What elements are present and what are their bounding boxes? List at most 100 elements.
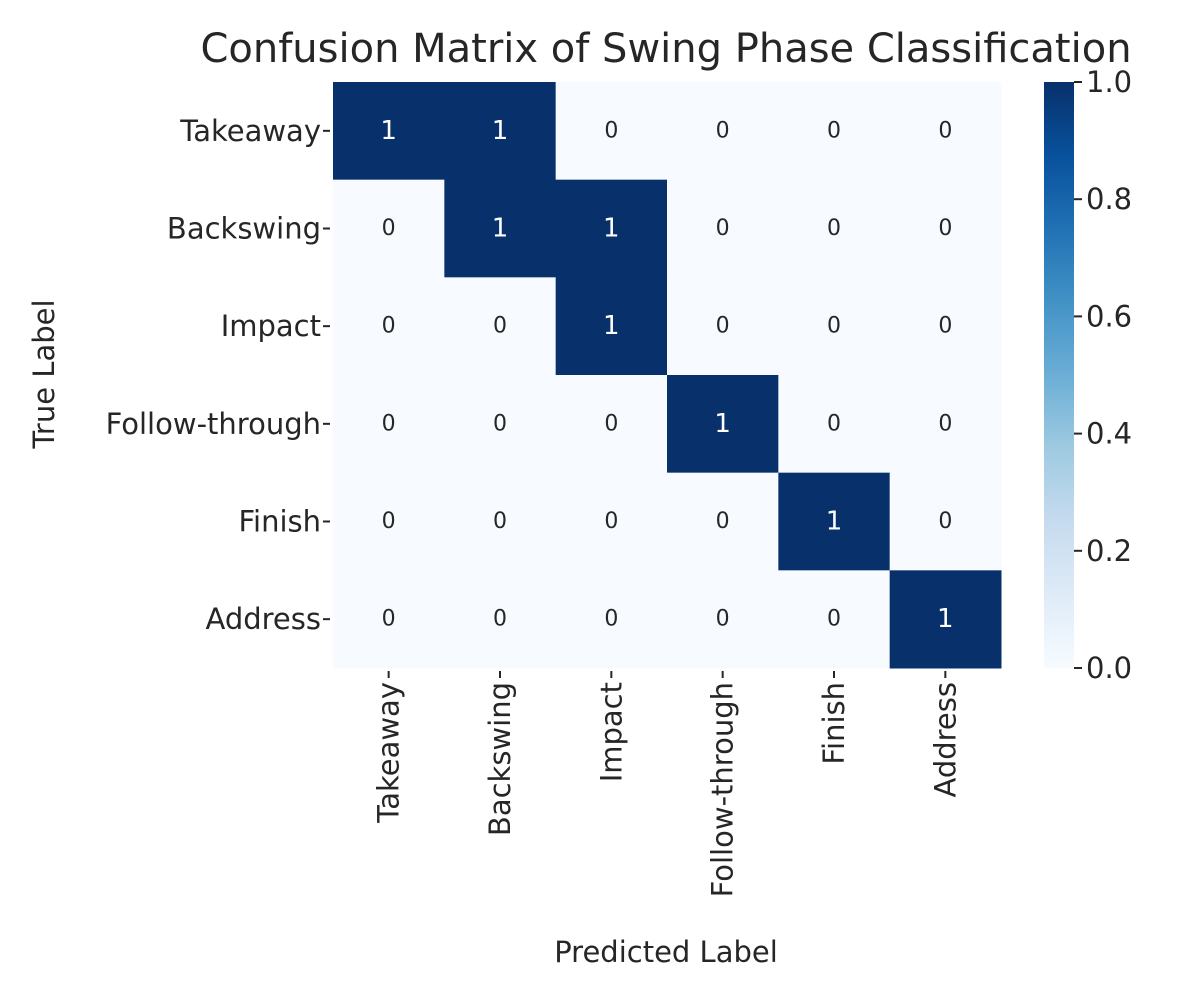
heatmap-cell	[667, 82, 779, 181]
cell-value-label: 0	[493, 314, 507, 339]
colorbar-tick-label: 0.0	[1086, 651, 1132, 685]
cell-value-label: 1	[603, 311, 620, 341]
heatmap-cell	[555, 472, 668, 571]
heatmap-cell	[778, 179, 891, 278]
cell-value-label: 1	[937, 604, 954, 634]
colorbar-tick-label: 0.4	[1086, 417, 1132, 451]
heatmap-cell	[889, 570, 1002, 669]
heatmap-cell	[667, 277, 779, 376]
cell-value-label: 0	[938, 314, 952, 339]
x-tick-label: Finish	[817, 682, 851, 765]
heatmap-cell	[333, 375, 445, 474]
y-tick-label: Finish	[238, 505, 321, 539]
cell-value-label: 1	[714, 409, 731, 439]
y-axis: Takeaway Backswing Impact Follow-through Fin…	[106, 114, 330, 636]
cell-value-label: 0	[827, 411, 841, 436]
cell-value-label: 1	[492, 214, 509, 244]
heatmap-cell	[889, 82, 1002, 181]
heatmap-cell	[444, 277, 557, 376]
heatmap-cell	[333, 472, 445, 571]
heatmap-cell	[555, 179, 668, 278]
colorbar-tick-label: 1.0	[1086, 65, 1132, 99]
y-tick-label: Takeaway	[179, 114, 321, 148]
cell-value-label: 0	[716, 314, 730, 339]
cell-value-label: 1	[826, 507, 843, 537]
x-tick-label: Follow-through	[706, 682, 740, 897]
heatmap-cell	[333, 82, 445, 181]
heatmap-cell	[333, 179, 445, 278]
heatmap-cells	[333, 82, 1002, 669]
colorbar-tick-label: 0.8	[1086, 182, 1132, 216]
heatmap-cell	[444, 82, 557, 181]
heatmap-cell	[333, 277, 445, 376]
cell-value-label: 0	[938, 216, 952, 241]
x-axis: Takeaway Backswing Impact Follow-through Fin…	[372, 671, 962, 897]
cell-value-label: 0	[382, 509, 396, 534]
colorbar-tick-label: 0.6	[1086, 299, 1132, 333]
colorbar	[1044, 82, 1074, 668]
heatmap-cell	[555, 277, 668, 376]
heatmap-cell	[444, 472, 557, 571]
cell-value-label: 0	[493, 411, 507, 436]
heatmap-cell	[555, 570, 668, 669]
cell-value-label: 0	[827, 314, 841, 339]
cell-value-label: 0	[716, 216, 730, 241]
cell-value-label: 0	[938, 118, 952, 143]
cell-value-label: 0	[716, 607, 730, 632]
cell-value-label: 0	[382, 314, 396, 339]
cell-value-label: 1	[603, 214, 620, 244]
chart-title: Confusion Matrix of Swing Phase Classifi…	[200, 26, 1131, 72]
heatmap-cell	[889, 472, 1002, 571]
cell-value-label: 0	[382, 411, 396, 436]
x-tick-label: Backswing	[483, 682, 517, 836]
heatmap-cell	[667, 375, 779, 474]
cell-value-label: 0	[493, 509, 507, 534]
heatmap-cell	[889, 375, 1002, 474]
cell-value-label: 0	[604, 118, 618, 143]
y-tick-label: Backswing	[167, 212, 321, 246]
y-tick-label: Address	[206, 602, 322, 636]
heatmap-cell	[444, 375, 557, 474]
colorbar-ticks: 0.0 0.2 0.4 0.6 0.8 1.0	[1074, 65, 1132, 685]
cell-value-label: 0	[716, 509, 730, 534]
cell-value-label: 0	[827, 607, 841, 632]
y-tick-label: Impact	[221, 309, 321, 343]
heatmap-cell	[889, 179, 1002, 278]
heatmap-annotations: 1 1 0 0 0 0 0 1 1 0 0 0 0 0 1 0 0 0 0 0 0 1 0 0 0 0 0 0 1 0 0 0 0 0 0 1	[380, 116, 953, 634]
colorbar-tick-label: 0.2	[1086, 534, 1132, 568]
x-axis-label: Predicted Label	[554, 935, 778, 969]
x-tick-label: Address	[928, 682, 962, 798]
heatmap-cell	[667, 570, 779, 669]
cell-value-label: 0	[716, 118, 730, 143]
cell-value-label: 0	[382, 607, 396, 632]
cell-value-label: 0	[938, 509, 952, 534]
heatmap-cell	[667, 472, 779, 571]
cell-value-label: 0	[382, 216, 396, 241]
heatmap-cell	[778, 472, 891, 571]
x-tick-label: Impact	[594, 682, 628, 782]
cell-value-label: 0	[493, 607, 507, 632]
heatmap-cell	[555, 375, 668, 474]
heatmap-cell	[778, 82, 891, 181]
cell-value-label: 0	[827, 118, 841, 143]
heatmap-cell	[889, 277, 1002, 376]
x-tick-label: Takeaway	[372, 682, 406, 824]
cell-value-label: 0	[604, 411, 618, 436]
heatmap-cell	[778, 375, 891, 474]
heatmap-cell	[778, 570, 891, 669]
heatmap-cell	[778, 277, 891, 376]
heatmap-cell	[667, 179, 779, 278]
heatmap-cell	[444, 570, 557, 669]
y-tick-label: Follow-through	[106, 407, 321, 441]
cell-value-label: 0	[604, 509, 618, 534]
cell-value-label: 1	[380, 116, 397, 146]
heatmap-cell	[333, 570, 445, 669]
cell-value-label: 0	[604, 607, 618, 632]
y-axis-label: True Label	[27, 299, 61, 449]
cell-value-label: 1	[492, 116, 509, 146]
cell-value-label: 0	[827, 216, 841, 241]
heatmap-cell	[444, 179, 557, 278]
cell-value-label: 0	[938, 411, 952, 436]
heatmap-cell	[555, 82, 668, 181]
